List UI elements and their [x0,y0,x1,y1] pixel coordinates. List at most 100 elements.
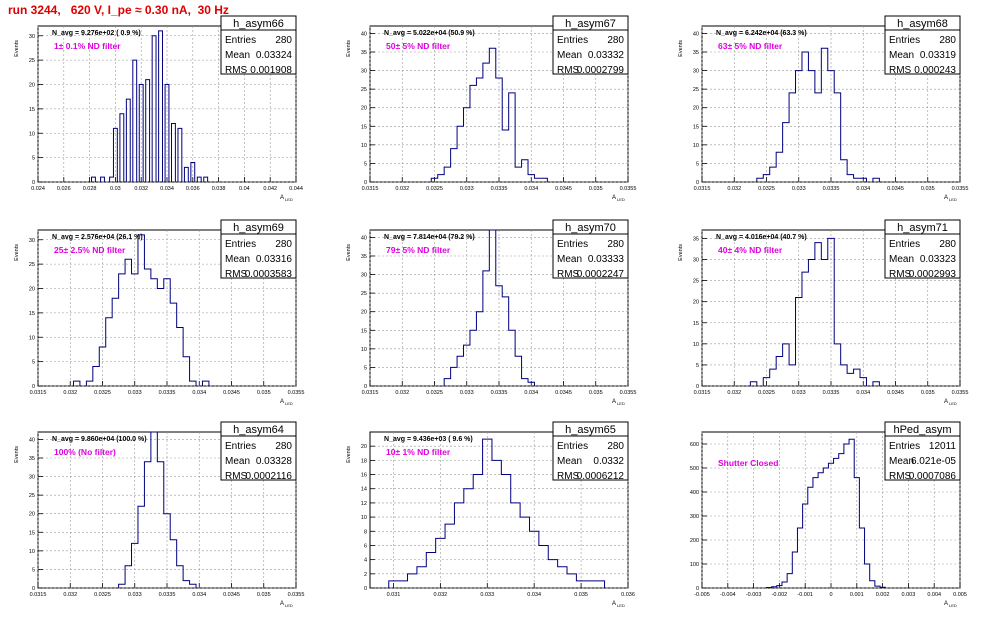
filter-label: 100% (No filter) [54,447,116,457]
histogram-bin [496,78,502,182]
x-tick-label: 0.0315 [30,390,47,396]
histogram-bin [808,71,814,182]
x-tick-label: 0.0345 [555,390,572,396]
histogram-bin [777,586,782,588]
stats-label-rms: RMS [889,471,912,482]
histogram-bin [875,586,880,588]
histogram-bin [586,581,595,588]
y-tick-label: 14 [361,487,367,493]
histogram-bin [534,178,540,182]
histogram-bin [841,160,847,182]
histogram-bin [849,439,854,588]
histogram-bin [457,126,463,182]
histogram-bin [408,574,417,588]
y-tick-label: 35 [693,236,699,242]
stats-value-rms: 0.000243 [914,65,956,76]
stats-value-rms: 0.0002799 [577,65,625,76]
x-tick-label: 0.024 [31,186,45,192]
y-tick-label: 15 [29,311,35,317]
y-tick-label: 0 [696,384,699,390]
x-tick-label: 0.028 [83,186,97,192]
histogram-bin [558,567,567,588]
histogram-line [756,47,880,182]
histogram-bin [93,367,99,387]
histogram-bin [172,124,176,183]
histogram-bin [489,230,495,386]
histogram-line [430,47,548,182]
histogram-line [443,229,535,386]
x-tick-label: 0.034 [524,186,538,192]
histogram-bin [204,177,208,182]
histogram-panel-h_asym66: 0.024 0.026 0.028 0.03 0.032 0.034 0.036 0.038 0… [14,15,303,202]
histogram-bin [190,584,196,588]
histogram-bin [492,460,501,588]
x-tick-label: 0.002 [876,592,890,598]
x-axis-label-sub: LED [285,603,293,608]
y-tick-label: 10 [29,549,35,555]
stats-title: hPed_asym [893,424,951,436]
stats-value-rms: 0.0002247 [577,269,625,280]
filter-label: 40± 4% ND filter [718,245,783,255]
x-tick-label: 0.001 [850,592,864,598]
x-tick-label: 0.0335 [823,186,840,192]
histogram-bin [191,163,195,183]
stats-label-rms: RMS [889,269,912,280]
x-tick-label: 0.034 [192,390,206,396]
stats-box [884,219,961,279]
x-tick-label: -0.005 [694,592,710,598]
y-tick-label: 30 [361,273,367,279]
x-tick-label: 0.0355 [952,186,969,192]
histogram-bin [436,538,445,588]
stats-box [552,219,629,279]
x-tick-label: -0.002 [772,592,788,598]
histogram-bin [828,463,833,588]
stats-value-mean: 0.03319 [920,50,957,61]
x-tick-label: 0.035 [921,390,935,396]
y-tick-label: 0 [696,586,699,592]
histogram-bin [823,468,828,588]
histogram-bin [509,330,515,386]
y-tick-label: 25 [29,58,35,64]
histogram-bin [841,365,847,386]
stats-label-rms: RMS [889,65,912,76]
stats-value-rms: 0.001908 [250,65,292,76]
y-tick-label: 25 [693,87,699,93]
histogram-bin [119,274,125,386]
stats-title: h_asym70 [565,222,616,234]
histogram-bin [844,444,849,588]
histogram-bin [119,584,125,588]
y-tick-label: 0 [696,180,699,186]
x-tick-label: 0.033 [460,390,474,396]
histogram-bin [567,574,576,588]
x-tick-label: 0.032 [433,592,447,598]
y-axis-label: Events [678,40,684,57]
x-tick-label: 0.0335 [491,186,508,192]
histogram-bin [178,128,182,182]
y-tick-label: 0 [32,180,35,186]
y-tick-label: 30 [29,475,35,481]
histogram-bin [496,286,502,386]
y-axis-label: Events [346,40,352,57]
histogram-bin [464,345,470,386]
y-tick-label: 2 [364,572,367,578]
histogram-bin [165,85,169,183]
histogram-bin [528,175,534,182]
y-tick-label: 5 [696,161,699,167]
y-tick-label: 35 [693,50,699,56]
histogram-bin [873,178,879,182]
histogram-bin [454,503,463,588]
x-tick-label: 0.035 [257,390,271,396]
y-tick-label: 6 [364,543,367,549]
histogram-bin [151,279,157,386]
histogram-panel-h_asym64: 0.0315 0.032 0.0325 0.033 0.0335 0.034 0.0345 0… [14,421,304,608]
y-tick-label: 400 [690,490,699,496]
stats-box [884,15,961,75]
x-tick-label: 0.034 [524,390,538,396]
x-tick-label: 0.0355 [288,390,305,396]
x-tick-label: 0.035 [589,390,603,396]
x-tick-label: 0.0315 [362,390,379,396]
histogram-bin [464,489,473,588]
histogram-bin [73,381,79,386]
histogram-bin [113,128,117,182]
